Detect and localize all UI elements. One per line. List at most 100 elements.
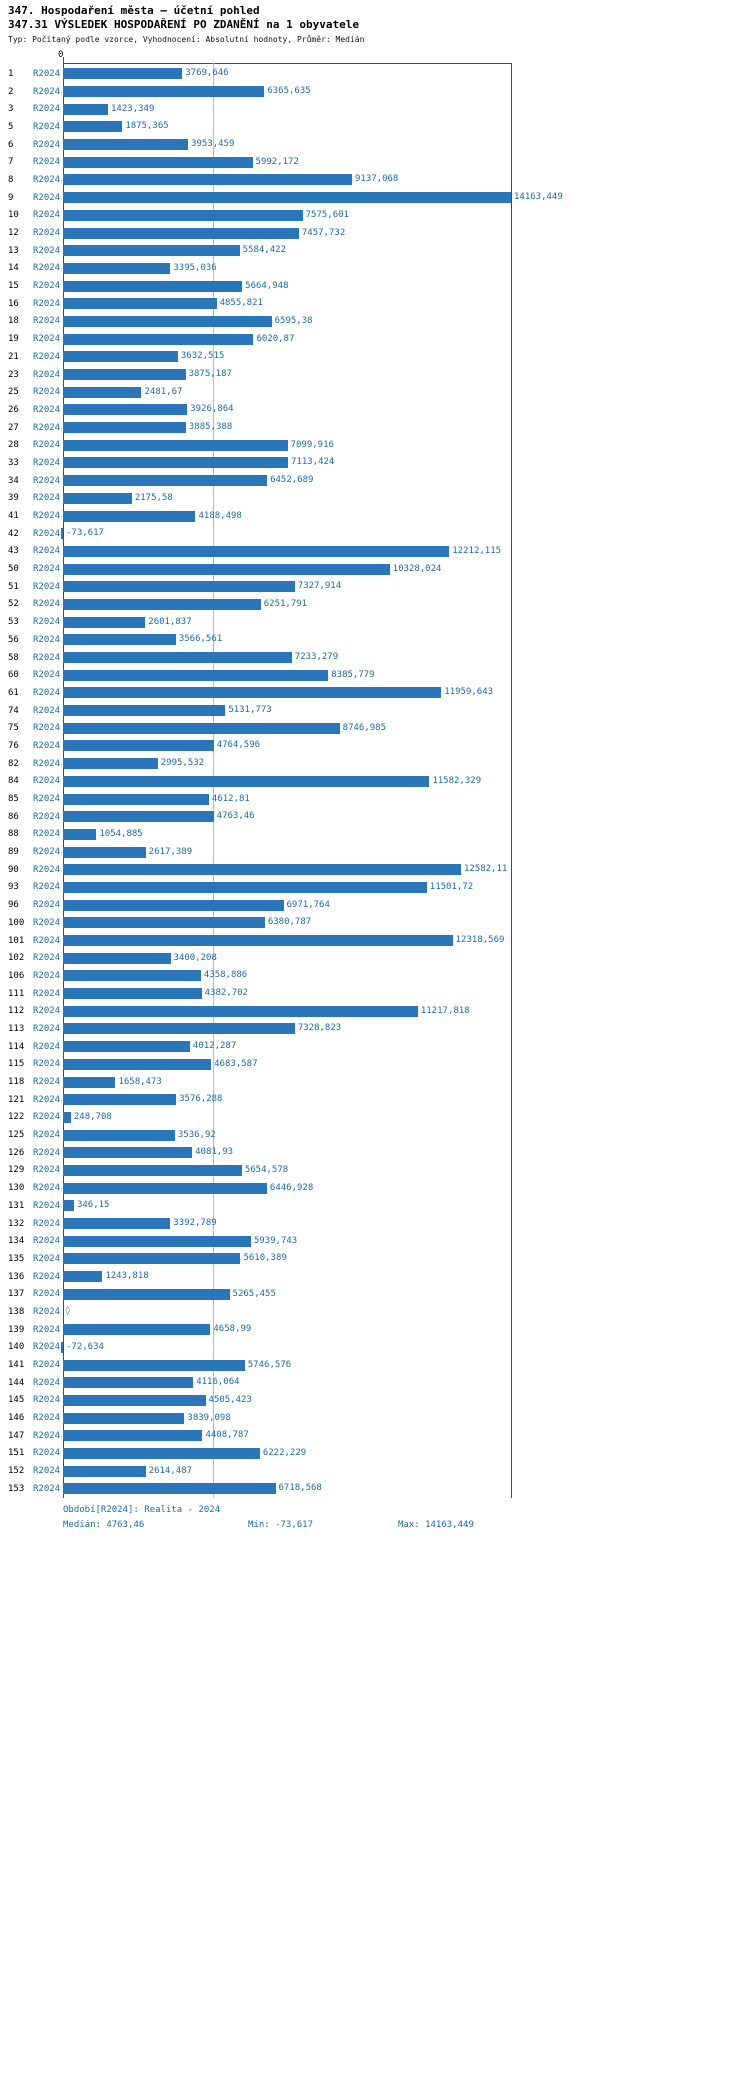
value-label: 3576,288	[179, 1094, 223, 1105]
bar-area: 11217,818	[63, 1005, 750, 1017]
row-number: 84	[8, 776, 19, 787]
row-number: 12	[8, 228, 19, 239]
value-label: 2617,389	[148, 846, 193, 857]
bar-area: 14163,449	[63, 192, 750, 204]
value-label: 3566,561	[178, 634, 223, 645]
chart-row: 7 R2024 5992,172	[0, 153, 750, 171]
series-period-label: R2024	[33, 528, 61, 539]
bar-area: 5610,389	[63, 1253, 750, 1265]
chart-row: 34 R2024 6452,689	[0, 472, 750, 490]
series-period-label: R2024	[33, 900, 61, 911]
max-stat: Max: 14163,449	[398, 1520, 474, 1530]
value-label: 4612,81	[211, 793, 250, 804]
bar	[63, 917, 265, 929]
series-period-label: R2024	[33, 139, 61, 150]
bar-area: 1875,365	[63, 121, 750, 133]
bar	[63, 457, 288, 469]
value-label: 5654,578	[244, 1164, 289, 1175]
series-period-label: R2024	[33, 1466, 61, 1477]
value-label: 3839,098	[187, 1412, 231, 1423]
value-label: 5992,172	[255, 156, 299, 167]
series-period-label: R2024	[33, 174, 61, 185]
value-label: 1243,818	[105, 1271, 149, 1282]
bar	[63, 828, 97, 840]
bar-area: 12318,569	[63, 935, 750, 947]
value-label: 1875,365	[125, 121, 169, 132]
chart-row: 33 R2024 7113,424	[0, 454, 750, 472]
series-period-label: R2024	[33, 1483, 61, 1494]
bar	[63, 740, 214, 752]
value-label: 14163,449	[514, 192, 563, 203]
value-label: 6446,928	[269, 1182, 314, 1193]
report-title: 347. Hospodaření města – účetní pohled	[8, 4, 260, 17]
value-label: 6380,787	[267, 917, 312, 928]
value-label: 5610,389	[243, 1253, 287, 1264]
row-number: 134	[8, 1236, 25, 1247]
row-number: 136	[8, 1271, 25, 1282]
row-number: 122	[8, 1112, 25, 1123]
bar-area: 3885,388	[63, 422, 750, 434]
bar	[63, 811, 214, 823]
bar-area: 9137,068	[63, 174, 750, 186]
row-number: 126	[8, 1147, 25, 1158]
bar-area: 5584,422	[63, 245, 750, 257]
bar-area: 1243,818	[63, 1271, 750, 1283]
chart-row: 58 R2024 7233,279	[0, 649, 750, 667]
row-number: 34	[8, 475, 19, 486]
bar-area: 3566,561	[63, 634, 750, 646]
row-number: 58	[8, 652, 19, 663]
chart-row: 18 R2024 6595,38	[0, 313, 750, 331]
value-label: 7113,424	[291, 457, 335, 468]
chart-row: 51 R2024 7327,914	[0, 578, 750, 596]
chart-row: 145 R2024 4505,423	[0, 1392, 750, 1410]
series-period-label: R2024	[33, 1360, 61, 1371]
chart-row: 125 R2024 3536,92	[0, 1126, 750, 1144]
row-number: 60	[8, 670, 19, 681]
bar	[63, 1394, 206, 1406]
series-period-label: R2024	[33, 1023, 61, 1034]
series-period-label: R2024	[33, 1377, 61, 1388]
series-period-label: R2024	[33, 1147, 61, 1158]
bar	[63, 280, 243, 292]
series-period-label: R2024	[33, 68, 61, 79]
series-period-label: R2024	[33, 776, 61, 787]
chart-row: 85 R2024 4612,81	[0, 790, 750, 808]
bar	[63, 315, 272, 327]
bar	[63, 68, 183, 80]
bar-area: 4408,787	[63, 1430, 750, 1442]
value-label: 3926,864	[190, 404, 234, 415]
bar	[63, 1041, 190, 1053]
bar-chart: 0 1 R2024 3769,646 2 R2024 6365,635 3 R2024 1423…	[0, 50, 750, 1502]
row-number: 151	[8, 1448, 25, 1459]
bar	[63, 1430, 203, 1442]
bar-area: 3576,288	[63, 1094, 750, 1106]
bar-area: 4188,498	[63, 510, 750, 522]
bar-area: 6595,38	[63, 315, 750, 327]
bar-area: 4612,81	[63, 793, 750, 805]
series-period-label: R2024	[33, 1094, 61, 1105]
chart-row: 84 R2024 11582,329	[0, 773, 750, 791]
bar	[63, 1094, 177, 1106]
series-period-label: R2024	[33, 121, 61, 132]
chart-row: 132 R2024 3392,789	[0, 1215, 750, 1233]
value-label: 3395,036	[173, 262, 217, 273]
series-period-label: R2024	[33, 493, 61, 504]
series-period-label: R2024	[33, 1342, 61, 1353]
series-period-label: R2024	[33, 1289, 61, 1300]
chart-row: 41 R2024 4188,498	[0, 507, 750, 525]
series-period-label: R2024	[33, 387, 61, 398]
series-period-label: R2024	[33, 617, 61, 628]
value-label: 3632,515	[180, 351, 225, 362]
series-period-label: R2024	[33, 1271, 61, 1282]
series-period-label: R2024	[33, 740, 61, 751]
series-period-label: R2024	[33, 1041, 61, 1052]
series-period-label: R2024	[33, 546, 61, 557]
bar-area: 4764,596	[63, 740, 750, 752]
bar-area: 8746,985	[63, 722, 750, 734]
row-number: 25	[8, 387, 19, 398]
series-period-label: R2024	[33, 1059, 61, 1070]
row-number: 16	[8, 298, 19, 309]
series-period-label: R2024	[33, 281, 61, 292]
bar-area: -73,617	[60, 528, 750, 540]
series-period-label: R2024	[33, 599, 61, 610]
